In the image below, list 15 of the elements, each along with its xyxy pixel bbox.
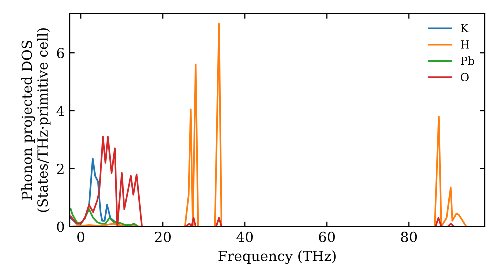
legend-label: K: [461, 24, 469, 32]
x-tick-label: 20: [155, 232, 171, 242]
y-tick-label: 6: [57, 48, 64, 59]
x-tick-label: 80: [401, 232, 418, 242]
x-tick-label: 40: [236, 232, 254, 242]
x-tick-label: 0: [78, 232, 85, 242]
y-tick-label: 0: [57, 222, 64, 232]
legend-label: Pb: [461, 56, 474, 66]
y-axis-title: Phonon projected DOS (States/THz·primitive cell): [22, 28, 51, 212]
x-tick-label: 60: [319, 232, 336, 242]
x-axis-title: Frequency (THz): [218, 250, 336, 264]
legend-label: H: [461, 40, 470, 49]
legend-label: O: [461, 73, 469, 82]
y-tick-label: 2: [57, 164, 64, 174]
y-tick-label: 4: [56, 106, 64, 116]
